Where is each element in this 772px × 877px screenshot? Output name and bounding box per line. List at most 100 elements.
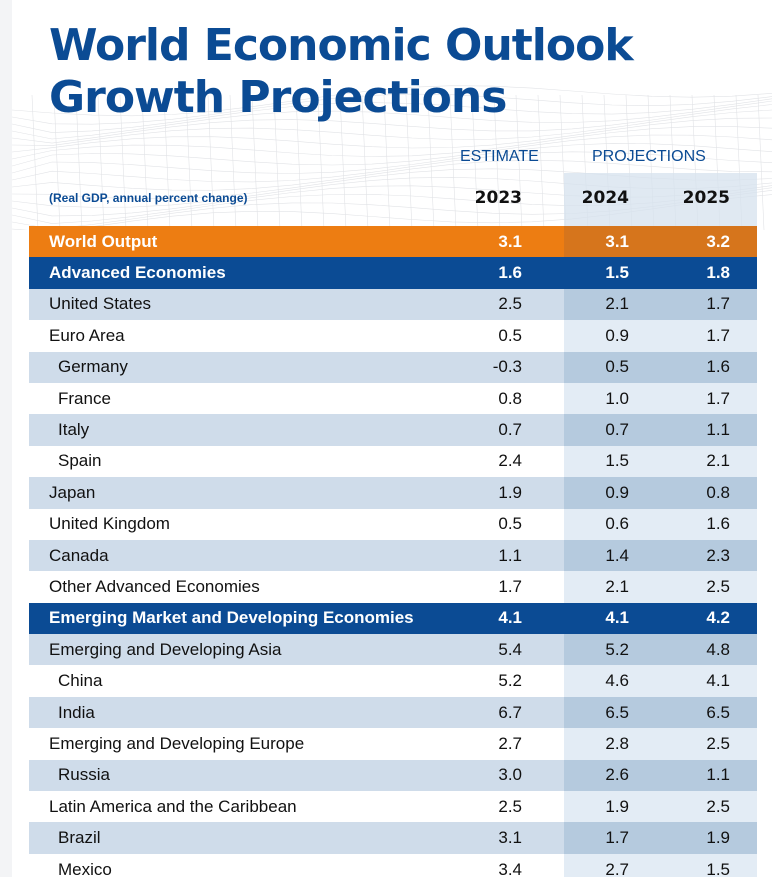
row-label: Advanced Economies <box>49 263 226 283</box>
page-title: World Economic Outlook Growth Projection… <box>49 20 634 124</box>
mesh-line <box>12 151 772 183</box>
projection-cell-background <box>564 257 757 289</box>
projection-cell-background <box>564 320 757 352</box>
document-page: World Economic Outlook Growth Projection… <box>12 0 772 877</box>
value-2024: 0.9 <box>605 325 629 345</box>
mesh-line <box>12 126 772 160</box>
mesh-line <box>493 94 501 230</box>
mesh-line <box>163 94 171 230</box>
units-subtitle: (Real GDP, annual percent change) <box>49 191 248 205</box>
growth-projections-table: World Output 3.1 3.1 3.2 Advanced Economies 1… <box>29 226 757 877</box>
projection-cell-background <box>564 759 757 792</box>
value-2023: 0.8 <box>498 388 522 408</box>
value-2024: 3.1 <box>605 231 629 251</box>
value-2025: 2.3 <box>706 545 730 565</box>
value-2025: 1.9 <box>706 828 730 848</box>
value-2025: 0.8 <box>706 482 730 502</box>
table-row: Brazil 3.1 1.7 1.9 <box>29 822 757 854</box>
value-2023: 3.4 <box>498 859 522 877</box>
row-label: Euro Area <box>49 325 125 345</box>
value-2025: 3.2 <box>706 231 730 251</box>
projection-cell-background <box>564 288 757 321</box>
value-2025: 1.8 <box>706 263 730 283</box>
projection-cell-background <box>564 665 757 697</box>
value-2024: 2.1 <box>605 576 629 596</box>
mesh-line <box>515 94 523 230</box>
value-2023: 1.9 <box>498 482 522 502</box>
table-row: Japan 1.9 0.9 0.8 <box>29 477 757 509</box>
value-2025: 1.6 <box>706 514 730 534</box>
estimate-header: ESTIMATE <box>460 148 539 165</box>
value-2023: 0.5 <box>498 514 522 534</box>
mesh-line <box>339 94 347 230</box>
mesh-line <box>449 94 457 230</box>
mesh-line <box>31 94 39 230</box>
value-2025: 4.2 <box>706 608 730 628</box>
mesh-line <box>317 94 325 230</box>
table-row: United Kingdom 0.5 0.6 1.6 <box>29 508 757 540</box>
projection-cell-background <box>564 477 757 509</box>
value-2023: 5.2 <box>498 671 522 691</box>
value-2023: 2.5 <box>498 294 522 314</box>
value-2024: 4.6 <box>605 671 629 691</box>
value-2023: 5.4 <box>498 639 522 659</box>
value-2023: 6.7 <box>498 702 522 722</box>
projection-cell-background <box>564 539 757 572</box>
row-label: Other Advanced Economies <box>49 576 260 596</box>
projection-cell-background <box>564 445 757 478</box>
year-header-2024: 2024 <box>581 188 629 208</box>
table-row: Italy 0.7 0.7 1.1 <box>29 414 757 446</box>
row-label: China <box>58 671 103 691</box>
mesh-line <box>12 109 772 146</box>
value-2023: 1.1 <box>498 545 522 565</box>
mesh-line <box>251 94 259 230</box>
value-2023: 3.1 <box>498 231 522 251</box>
mesh-line <box>119 94 127 230</box>
table-row: Russia 3.0 2.6 1.1 <box>29 759 757 792</box>
value-2025: 1.7 <box>706 325 730 345</box>
value-2023: -0.3 <box>492 357 522 377</box>
projection-cell-background <box>564 602 757 635</box>
value-2024: 1.5 <box>605 451 629 471</box>
table-row: Advanced Economies 1.6 1.5 1.8 <box>29 257 757 289</box>
year-header-2025: 2025 <box>682 188 730 208</box>
mesh-line <box>273 94 281 230</box>
row-label: Emerging and Developing Asia <box>49 639 282 659</box>
table-row: Spain 2.4 1.5 2.1 <box>29 445 757 478</box>
projection-cell-background <box>564 728 757 760</box>
table-row: Germany -0.3 0.5 1.6 <box>29 351 757 383</box>
mesh-line <box>295 94 303 230</box>
value-2025: 4.1 <box>706 671 730 691</box>
row-label: United States <box>49 294 152 314</box>
projection-cell-background <box>564 508 757 540</box>
value-2025: 2.1 <box>706 451 730 471</box>
projection-cell-background <box>564 853 757 877</box>
mesh-line <box>12 93 772 125</box>
value-2024: 1.4 <box>605 545 629 565</box>
mesh-line <box>75 94 83 230</box>
value-2023: 1.7 <box>498 576 522 596</box>
mesh-line <box>97 94 105 230</box>
value-2024: 1.5 <box>605 263 629 283</box>
row-label: Japan <box>49 482 96 502</box>
year-header-2023: 2023 <box>474 188 522 208</box>
table-row: Emerging and Developing Asia 5.4 5.2 4.8 <box>29 634 757 666</box>
mesh-line <box>53 94 61 230</box>
value-2023: 4.1 <box>498 608 522 628</box>
table-row: Mexico 3.4 2.7 1.5 <box>29 853 757 877</box>
table-row: Euro Area 0.5 0.9 1.7 <box>29 320 757 352</box>
table-row: Latin America and the Caribbean 2.5 1.9 2.5 <box>29 791 757 823</box>
value-2024: 2.8 <box>605 733 629 753</box>
mesh-line <box>471 94 479 230</box>
value-2023: 2.7 <box>498 733 522 753</box>
row-label: Canada <box>49 545 109 565</box>
mesh-line <box>12 100 772 140</box>
value-2023: 0.5 <box>498 325 522 345</box>
value-2025: 1.7 <box>706 294 730 314</box>
projection-cell-background <box>564 414 757 446</box>
mesh-line <box>757 94 765 230</box>
projection-cell-background <box>564 571 757 603</box>
table-row: France 0.8 1.0 1.7 <box>29 382 757 415</box>
projection-cell-background <box>564 351 757 383</box>
mesh-line <box>12 85 772 117</box>
